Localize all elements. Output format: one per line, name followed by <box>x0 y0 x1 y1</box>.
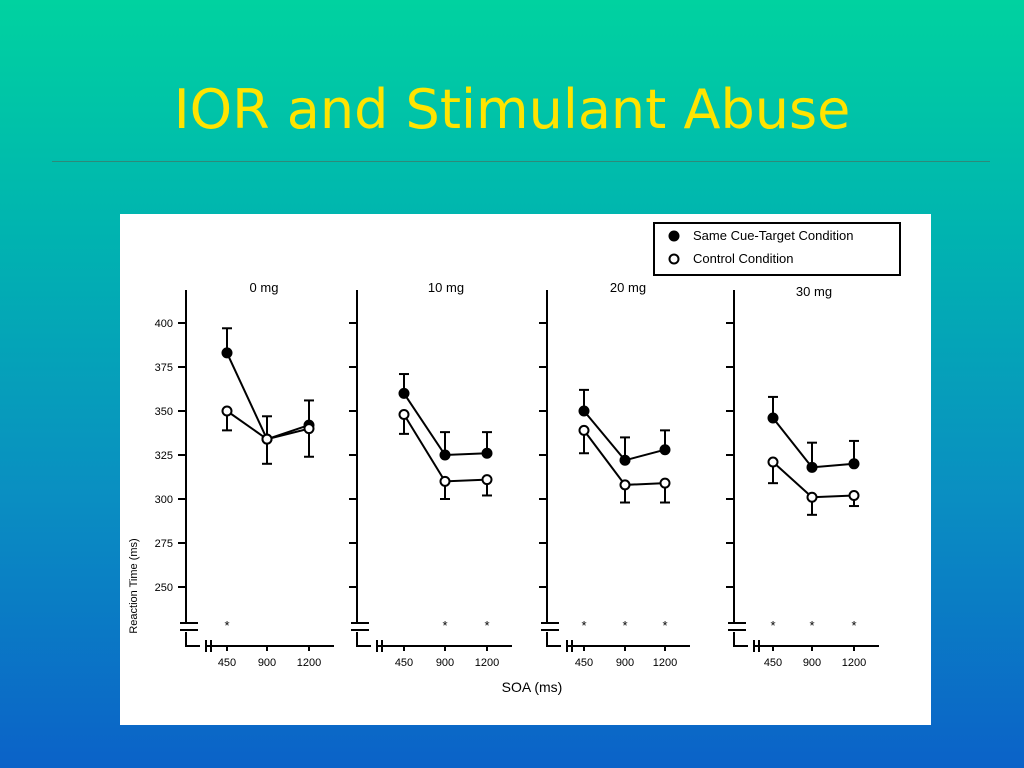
legend-box <box>653 222 901 276</box>
series-control <box>767 456 860 516</box>
panel-0-mg: 0 mg 450 * 900 1200 250 275 300 325 350 375 400 <box>155 280 334 669</box>
significance-marker: * <box>484 618 489 633</box>
data-point-filled <box>221 347 233 359</box>
data-point-open <box>439 475 451 487</box>
legend-entry: Control Condition <box>693 251 793 266</box>
x-tick-label: 450 <box>764 657 782 669</box>
x-tick-label: 1200 <box>653 657 677 669</box>
data-point-open <box>806 491 818 503</box>
x-tick-label: 450 <box>395 657 413 669</box>
x-tick-label: 1200 <box>475 657 499 669</box>
x-tick-label: 450 <box>218 657 236 669</box>
panel-title: 30 mg <box>796 284 832 299</box>
title-divider <box>52 161 990 162</box>
x-tick-label: 900 <box>616 657 634 669</box>
significance-marker: * <box>581 618 586 633</box>
y-tick-label: 375 <box>155 362 173 374</box>
series-same-cue-target <box>767 395 860 473</box>
data-point-open <box>303 423 315 435</box>
panel-title: 20 mg <box>610 280 646 295</box>
x-tick-label: 1200 <box>842 657 866 669</box>
series-control <box>578 424 671 504</box>
significance-marker: * <box>224 618 229 633</box>
data-point-filled <box>659 444 671 456</box>
data-point-open <box>848 489 860 501</box>
axis-corner <box>733 632 748 647</box>
panel-30-mg: 30 mg 450 * 900 * 1200 * <box>726 284 879 669</box>
data-point-open <box>578 424 590 436</box>
y-tick-label: 325 <box>155 450 173 462</box>
panel-title: 10 mg <box>428 280 464 295</box>
slide-title: IOR and Stimulant Abuse <box>173 78 851 141</box>
data-point-filled <box>481 447 493 459</box>
series-same-cue-target <box>398 373 493 461</box>
significance-marker: * <box>770 618 775 633</box>
data-point-open <box>398 409 410 421</box>
data-point-filled <box>767 412 779 424</box>
x-tick-label: 900 <box>436 657 454 669</box>
chart-svg: Same Cue-Target Condition Control Conditi… <box>128 222 901 695</box>
significance-marker: * <box>662 618 667 633</box>
x-tick-label: 900 <box>258 657 276 669</box>
data-point-open <box>659 477 671 489</box>
data-point-open <box>221 405 233 417</box>
chart-figure: Same Cue-Target Condition Control Conditi… <box>120 214 931 725</box>
series-same-cue-target <box>221 327 315 445</box>
x-tick-label: 1200 <box>297 657 321 669</box>
data-point-filled <box>619 454 631 466</box>
x-axis-label: SOA (ms) <box>502 679 563 695</box>
significance-marker: * <box>809 618 814 633</box>
data-point-open <box>767 456 779 468</box>
x-tick-label: 450 <box>575 657 593 669</box>
y-tick-label: 275 <box>155 538 173 550</box>
y-tick-label: 300 <box>155 494 173 506</box>
panel-10-mg: 10 mg 450 900 * 1200 * <box>349 280 512 669</box>
legend-marker-open <box>668 253 680 265</box>
legend-marker-filled <box>668 230 680 242</box>
x-tick-label: 900 <box>803 657 821 669</box>
y-tick-label: 250 <box>155 582 173 594</box>
significance-marker: * <box>622 618 627 633</box>
chart-legend: Same Cue-Target Condition Control Conditi… <box>653 222 901 276</box>
legend-entry: Same Cue-Target Condition <box>693 228 853 243</box>
axis-corner <box>356 632 371 647</box>
y-tick-label: 400 <box>155 318 173 330</box>
series-control <box>221 405 315 465</box>
axis-corner <box>546 632 561 647</box>
data-point-filled <box>848 458 860 470</box>
y-tick-label: 350 <box>155 406 173 418</box>
series-same-cue-target <box>578 388 671 466</box>
data-point-open <box>619 479 631 491</box>
axis-corner <box>185 632 200 647</box>
significance-marker: * <box>442 618 447 633</box>
data-point-open <box>261 433 273 445</box>
data-point-filled <box>439 449 451 461</box>
chart-panels: 0 mg 450 * 900 1200 250 275 300 325 350 375 400 10 m… <box>155 280 879 669</box>
y-axis-label: Reaction Time (ms) <box>128 538 140 633</box>
data-point-open <box>481 474 493 486</box>
panel-20-mg: 20 mg 450 * 900 * 1200 * <box>539 280 690 669</box>
significance-marker: * <box>851 618 856 633</box>
data-point-filled <box>578 405 590 417</box>
series-control <box>398 409 493 500</box>
data-point-filled <box>806 461 818 473</box>
panel-title: 0 mg <box>250 280 279 295</box>
data-point-filled <box>398 387 410 399</box>
